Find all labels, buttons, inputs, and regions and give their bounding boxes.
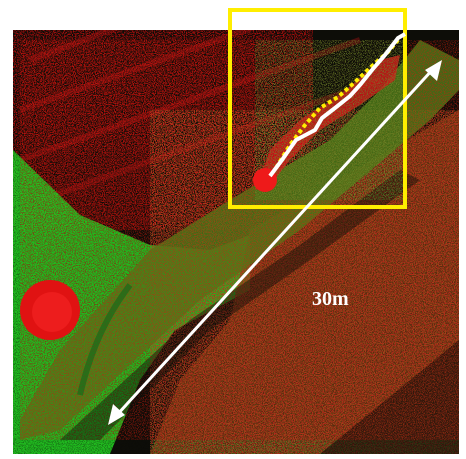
scale-arrow <box>108 60 442 425</box>
arrow-head-start <box>108 404 125 425</box>
red-circle-core <box>32 292 72 332</box>
arrow-head-end <box>425 60 442 81</box>
green-arc <box>77 283 133 396</box>
white-trajectory-path <box>268 32 406 178</box>
box-green-speckle <box>255 40 405 200</box>
corridor-shadow <box>60 170 420 440</box>
scale-label: 30m <box>312 288 349 310</box>
highlight-box <box>228 8 407 209</box>
